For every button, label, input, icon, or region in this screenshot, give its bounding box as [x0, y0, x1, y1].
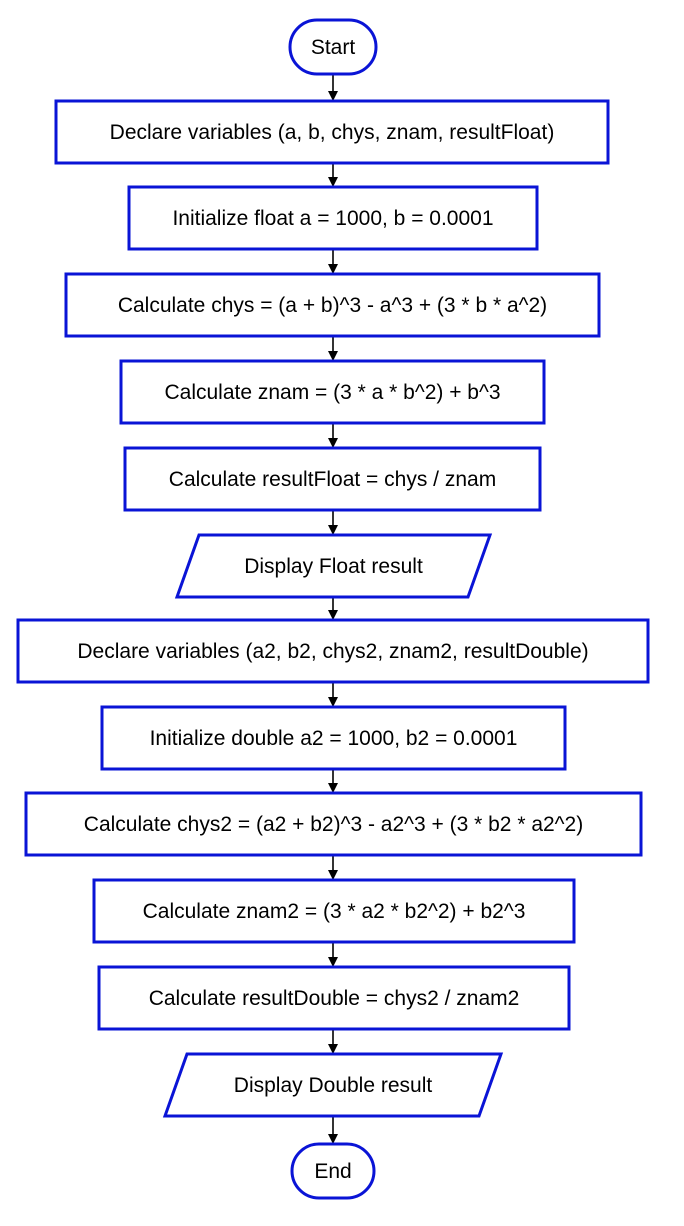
edge-arrow	[328, 855, 338, 880]
process-box-shape	[127, 185, 539, 251]
node-calc-result-float: Calculate resultFloat = chys / znam	[123, 446, 542, 512]
process-box-shape	[54, 99, 610, 165]
node-label: Calculate resultDouble = chys2 / znam2	[149, 987, 520, 1010]
arrowhead-icon	[328, 697, 338, 707]
node-label: Start	[311, 36, 356, 59]
io-parallelogram-shape	[162, 1052, 504, 1118]
process-box-shape	[16, 618, 650, 684]
arrowhead-icon	[328, 525, 338, 535]
arrowhead-icon	[328, 957, 338, 967]
node-label: Declare variables (a, b, chys, znam, res…	[110, 121, 555, 144]
node-calc-znam2: Calculate znam2 = (3 * a2 * b2^2) + b2^3	[92, 878, 576, 944]
arrowhead-icon	[328, 1044, 338, 1054]
terminator-shape	[290, 1142, 376, 1200]
node-declare-float-vars: Declare variables (a, b, chys, znam, res…	[54, 99, 610, 165]
edge-arrow	[328, 1116, 338, 1144]
node-label: Calculate chys2 = (a2 + b2)^3 - a2^3 + (…	[84, 813, 583, 836]
node-label: Initialize double a2 = 1000, b2 = 0.0001	[150, 727, 518, 750]
edge-arrow	[328, 163, 338, 187]
node-init-float: Initialize float a = 1000, b = 0.0001	[127, 185, 539, 251]
arrowhead-icon	[328, 870, 338, 880]
node-init-double: Initialize double a2 = 1000, b2 = 0.0001	[100, 705, 567, 771]
edge-arrow	[328, 1029, 338, 1054]
node-label: Display Double result	[234, 1074, 433, 1097]
terminator-shape	[288, 18, 378, 76]
node-label: Calculate chys = (a + b)^3 - a^3 + (3 * …	[118, 294, 547, 317]
node-label: Declare variables (a2, b2, chys2, znam2,…	[77, 640, 588, 663]
process-box-shape	[92, 878, 576, 944]
node-calc-chys: Calculate chys = (a + b)^3 - a^3 + (3 * …	[64, 272, 601, 338]
arrowhead-icon	[328, 264, 338, 274]
edge-arrow	[328, 942, 338, 967]
edge-arrow	[328, 74, 338, 101]
node-display-double: Display Double result	[162, 1052, 504, 1118]
edge-arrow	[328, 769, 338, 793]
node-label: Initialize float a = 1000, b = 0.0001	[172, 207, 493, 230]
node-display-float: Display Float result	[174, 533, 493, 599]
edge-arrow	[328, 597, 338, 620]
node-calc-znam: Calculate znam = (3 * a * b^2) + b^3	[119, 359, 546, 425]
process-box-shape	[100, 705, 567, 771]
node-label: Display Float result	[244, 555, 423, 578]
node-calc-result-double: Calculate resultDouble = chys2 / znam2	[97, 965, 571, 1031]
process-box-shape	[24, 791, 643, 857]
node-declare-double-vars: Declare variables (a2, b2, chys2, znam2,…	[16, 618, 650, 684]
edge-arrow	[328, 510, 338, 535]
arrowhead-icon	[328, 91, 338, 101]
process-box-shape	[97, 965, 571, 1031]
edge-arrow	[328, 682, 338, 707]
arrowhead-icon	[328, 438, 338, 448]
edge-arrow	[328, 249, 338, 274]
arrowhead-icon	[328, 351, 338, 361]
io-parallelogram-shape	[174, 533, 493, 599]
arrowhead-icon	[328, 1134, 338, 1144]
process-box-shape	[119, 359, 546, 425]
node-start: Start	[288, 18, 378, 76]
node-end: End	[290, 1142, 376, 1200]
edges-layer	[328, 74, 338, 1144]
edge-arrow	[328, 336, 338, 361]
arrowhead-icon	[328, 783, 338, 793]
node-label: Calculate resultFloat = chys / znam	[169, 468, 496, 491]
process-box-shape	[64, 272, 601, 338]
node-label: Calculate znam2 = (3 * a2 * b2^2) + b2^3	[143, 900, 526, 923]
edge-arrow	[328, 423, 338, 448]
arrowhead-icon	[328, 610, 338, 620]
process-box-shape	[123, 446, 542, 512]
node-label: End	[314, 1160, 351, 1183]
node-calc-chys2: Calculate chys2 = (a2 + b2)^3 - a2^3 + (…	[24, 791, 643, 857]
nodes-layer: Start Declare variables (a, b, chys, znam…	[16, 18, 650, 1200]
arrowhead-icon	[328, 177, 338, 187]
node-label: Calculate znam = (3 * a * b^2) + b^3	[164, 381, 500, 404]
